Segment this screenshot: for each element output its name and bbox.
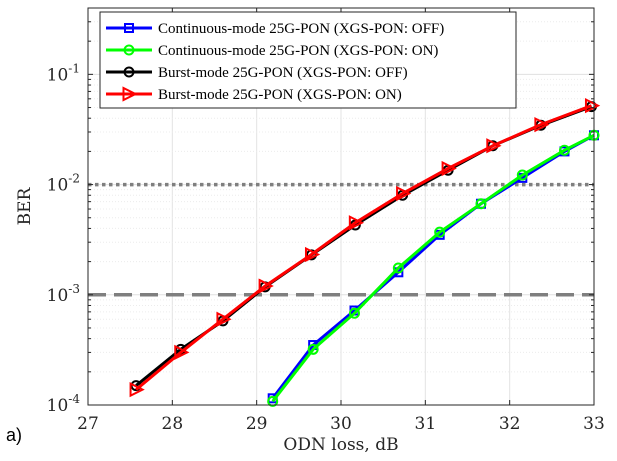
x-tick-label: 31 — [415, 414, 437, 434]
legend-box — [99, 11, 517, 109]
data-point-triangle — [441, 160, 457, 177]
series-line — [271, 133, 595, 400]
data-point-circle — [392, 262, 404, 274]
series-2 — [267, 129, 600, 407]
x-tick-label: 32 — [499, 414, 521, 434]
legend-label: Continuous-mode 25G-PON (XGS-PON: OFF) — [158, 21, 444, 37]
series-layer — [129, 98, 601, 407]
data-point-circle — [475, 198, 487, 210]
x-tick-label: 30 — [330, 414, 352, 434]
data-point-circle — [123, 66, 135, 78]
x-tick-label: 28 — [162, 414, 184, 434]
y-tick-label: 10-1 — [47, 61, 80, 85]
y-axis-label: BER — [15, 186, 35, 225]
y-tick-label: 10-3 — [47, 282, 80, 306]
y-tick-label: 10-2 — [47, 172, 80, 196]
data-point-circle — [434, 226, 446, 238]
data-point-triangle — [122, 86, 138, 102]
data-point-triangle — [129, 381, 145, 398]
axis-ticks: 27 28 29 30 31 32 33 10-4 10-3 10-2 10-1 — [47, 7, 605, 434]
y-tick-label: 10-4 — [47, 392, 81, 416]
series-3 — [130, 101, 597, 392]
series-4 — [129, 98, 601, 398]
legend-entry: Burst-mode 25G-PON (XGS-PON: ON) — [106, 86, 402, 103]
data-point-triangle — [174, 344, 190, 361]
legend-entry: Continuous-mode 25G-PON (XGS-PON: ON) — [106, 43, 438, 59]
legend: Continuous-mode 25G-PON (XGS-PON: OFF) Co… — [99, 11, 517, 109]
legend-label: Burst-mode 25G-PON (XGS-PON: OFF) — [158, 65, 408, 81]
data-point-triangle — [584, 98, 601, 114]
legend-entry: Continuous-mode 25G-PON (XGS-PON: OFF) — [106, 21, 444, 37]
data-point-triangle — [304, 246, 321, 263]
legend-entry: Burst-mode 25G-PON (XGS-PON: OFF) — [106, 65, 408, 81]
x-tick-label: 33 — [583, 414, 605, 434]
data-point-circle — [558, 144, 570, 156]
data-point-square — [124, 23, 134, 33]
x-axis-label: ODN loss, dB — [283, 435, 398, 455]
panel-label: a) — [6, 425, 22, 445]
data-point-circle — [307, 343, 319, 355]
legend-label: Continuous-mode 25G-PON (XGS-PON: ON) — [158, 43, 438, 59]
series-1 — [267, 130, 599, 404]
x-tick-label: 29 — [246, 414, 268, 434]
series-line — [135, 105, 593, 387]
data-point-circle — [348, 307, 360, 319]
data-point-triangle — [396, 185, 412, 202]
data-point-triangle — [258, 278, 274, 294]
x-tick-label: 27 — [77, 414, 99, 434]
series-line — [271, 133, 595, 403]
data-point-circle — [516, 169, 528, 181]
data-point-triangle — [216, 311, 232, 327]
data-point-triangle — [534, 116, 550, 133]
series-line — [135, 104, 593, 391]
data-point-circle — [267, 395, 279, 407]
data-point-triangle — [486, 138, 502, 154]
data-point-triangle — [348, 215, 365, 231]
legend-label: Burst-mode 25G-PON (XGS-PON: ON) — [158, 87, 402, 103]
data-point-circle — [123, 44, 135, 56]
